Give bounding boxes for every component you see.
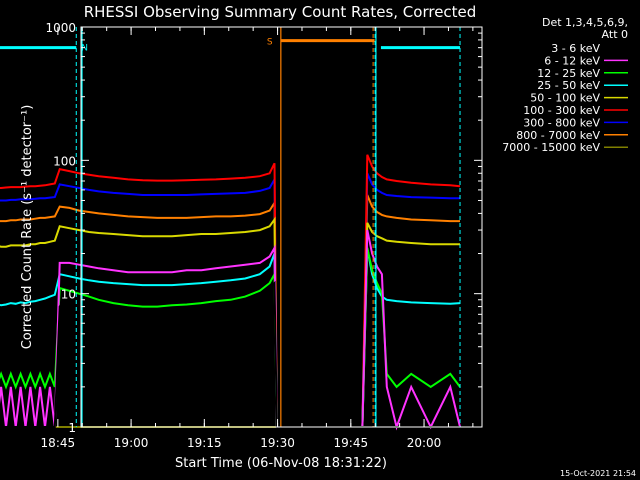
- legend-label-3: 25 - 50 keV: [537, 79, 600, 92]
- night-label: N: [81, 44, 88, 54]
- y-axis: 1 10 100 1000: [45, 21, 482, 435]
- plot-area: NS: [0, 27, 461, 431]
- legend-label-8: 7000 - 15000 keV: [502, 141, 600, 154]
- legend-header-line-1: Det 1,3,4,5,6,9,: [542, 16, 628, 29]
- y-tick-label-2: 100: [53, 154, 76, 168]
- legend-label-0: 3 - 6 keV: [551, 42, 600, 55]
- legend-label-6: 300 - 800 keV: [523, 116, 600, 129]
- plot-frame: [80, 26, 483, 428]
- y-axis-label: Corrected Count Rate (s⁻¹ detector⁻¹): [20, 105, 35, 350]
- legend-header-line-2: Att 0: [602, 28, 628, 41]
- legend-label-4: 50 - 100 keV: [530, 92, 600, 105]
- y-tick-label-0: 1: [68, 421, 76, 435]
- x-tick-label-1: 19:00: [114, 436, 149, 450]
- series-line-4: [0, 216, 460, 428]
- x-axis: 18:45 19:00 19:15 19:30 19:45 20:00: [41, 27, 474, 450]
- x-tick-label-4: 19:45: [334, 436, 369, 450]
- chart-title: RHESSI Observing Summary Count Rates, Co…: [84, 3, 477, 21]
- saa-label: S: [267, 38, 273, 48]
- y-tick-label-3: 1000: [45, 21, 76, 35]
- x-tick-label-3: 19:30: [260, 436, 295, 450]
- series-line-1: [0, 229, 461, 431]
- series-line-3: [0, 247, 461, 428]
- series-line-6: [0, 172, 460, 428]
- x-tick-label-5: 20:00: [407, 436, 442, 450]
- y-tick-label-1: 10: [61, 288, 76, 302]
- x-tick-label-0: 18:45: [41, 436, 76, 450]
- timestamp: 15-Oct-2021 21:54: [560, 469, 636, 478]
- x-tick-label-2: 19:15: [187, 436, 222, 450]
- series-line-5: [0, 154, 461, 428]
- series-line-2: [0, 247, 461, 428]
- legend-label-2: 12 - 25 keV: [537, 67, 600, 80]
- series-line-7: [0, 194, 460, 428]
- legend-label-1: 6 - 12 keV: [544, 54, 600, 67]
- legend-label-7: 800 - 7000 keV: [516, 129, 600, 142]
- x-axis-label: Start Time (06-Nov-08 18:31:22): [175, 456, 387, 471]
- legend-label-5: 100 - 300 keV: [523, 104, 600, 117]
